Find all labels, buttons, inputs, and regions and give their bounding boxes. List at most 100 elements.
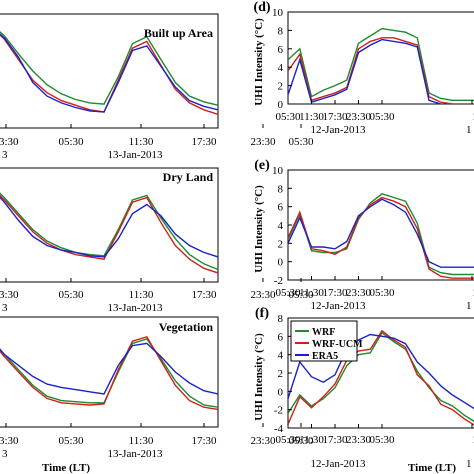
y-tick-label: 8 [278,25,284,37]
panel-title: Vegetation [159,320,214,334]
x-tick-label: 05:30 [58,435,84,447]
y-tick-label: 4 [278,350,284,362]
x-tick-label: 17:30 [322,287,348,299]
legend-label: WRF [312,327,335,338]
date-label: 13-Jan-2013 [108,448,163,460]
x-tick-label: 11:30 [129,136,154,148]
panel-left-bottom: 23:3005:3011:3017:3023:3005:30313-Jan-20… [0,316,314,474]
series-line-wrf [0,30,218,106]
y-tick-label: 4 [278,62,284,74]
plot-frame [0,316,219,428]
x-axis-label: Time (LT) [42,462,90,474]
y-tick-label: 2 [278,238,284,250]
x-tick-label: 05:30 [288,435,314,447]
y-tick-label: 8 [278,183,284,195]
x-tick-label: 17:30 [191,435,217,447]
x-tick-label: 17:30 [322,434,348,446]
series-line-era5 [0,342,218,395]
y-tick-label: 6 [278,44,284,56]
y-tick-label: 2 [278,368,284,380]
x-tick-label: 05:30 [58,136,84,148]
y-tick-label: 6 [278,331,284,343]
series-line-wrf-ucm [0,194,218,274]
x-tick-label: 05:30 [275,434,301,446]
panel-title: Built up Area [144,26,213,40]
panel-label: (f) [255,306,269,321]
y-tick-label: 10 [272,7,284,19]
series-line-era5 [0,33,218,113]
date-label: 1 [466,300,472,312]
x-tick-label: 17:30 [191,136,217,148]
series-line-wrf-ucm [0,335,218,411]
series-line-era5 [288,38,446,104]
date-label: 3 [2,149,8,161]
x-tick-label: 23:30 [0,136,19,148]
panel-f: -4-20246805:3011:3017:3023:3005:301112-J… [253,306,474,474]
series-line-era5 [288,333,474,410]
x-tick-label: 23:30 [346,111,372,123]
x-tick-label: 05:30 [369,434,395,446]
date-label: 3 [2,302,8,314]
y-tick-label: 8 [278,313,284,325]
legend-label: WRF-UCM [312,339,363,350]
x-tick-label: 17:30 [322,111,348,123]
x-tick-label: 23:30 [250,435,276,447]
x-axis-label: Time (LT) [408,462,456,474]
legend-label: ERA5 [312,351,338,362]
date-label: 1 [466,124,472,136]
plot-frame [287,169,474,281]
panel-left-middle: 23:3005:3011:3017:3023:3005:30313-Jan-20… [0,167,314,314]
y-tick-label: 2 [278,81,284,93]
x-tick-label: 23:30 [346,434,372,446]
panel-title: Dry Land [163,170,214,184]
x-tick-label: 05:30 [288,136,314,148]
x-tick-label: 23:30 [346,287,372,299]
x-tick-label: 11:30 [129,289,154,301]
panel-label: (e) [254,158,270,173]
x-tick-label: 17:30 [191,289,217,301]
y-tick-label: 0 [278,257,284,269]
plot-frame [287,11,474,105]
y-tick-label: -2 [274,275,283,287]
date-label: 12-Jan-2013 [311,124,366,136]
x-tick-label: 23:30 [0,435,19,447]
y-tick-label: 4 [278,220,284,232]
x-tick-label: 05:30 [288,289,314,301]
date-label: 1 [466,458,472,470]
x-tick-label: 05:30 [58,289,84,301]
series-line-wrf-ucm [288,37,474,104]
x-tick-label: 05:30 [275,111,301,123]
y-tick-label: 0 [278,386,284,398]
panel-d: 024681005:3011:3017:3023:3005:301112-Jan… [253,0,474,136]
date-label: 12-Jan-2013 [311,300,366,312]
series-line-era5 [0,196,218,258]
y-tick-label: -2 [274,405,283,417]
date-label: 12-Jan-2013 [311,458,366,470]
date-label: 13-Jan-2013 [108,302,163,314]
series-line-wrf [0,192,218,271]
series-line-era5 [288,198,474,268]
y-tick-label: -4 [274,423,284,435]
x-tick-label: 05:30 [369,111,395,123]
plot-frame [0,167,219,283]
panel-label: (d) [253,0,270,15]
y-tick-label: 6 [278,202,284,214]
series-line-wrf [288,193,474,276]
y-axis-label: UHI Intensity (°C) [253,18,265,106]
x-tick-label: 05:30 [369,287,395,299]
x-tick-label: 23:30 [250,136,276,148]
x-tick-label: 11 [472,434,474,446]
panel-left-top: 23:30 05:30 11:30 17:30 23:30 05:30 3 13-Jan-20… [0,13,314,161]
x-tick-label: 11:30 [299,287,324,299]
x-tick-label: 11 [472,111,474,123]
y-tick-label: 0 [278,99,284,111]
x-tick-label: 11:30 [299,434,324,446]
date-label: 13-Jan-2013 [108,149,163,161]
y-axis-label: UHI Intensity (°C) [253,185,265,273]
x-tick-label: 11:30 [129,435,154,447]
x-tick-label: 11 [472,287,474,299]
plot-frame [0,13,219,129]
y-tick-label: 10 [272,165,284,177]
